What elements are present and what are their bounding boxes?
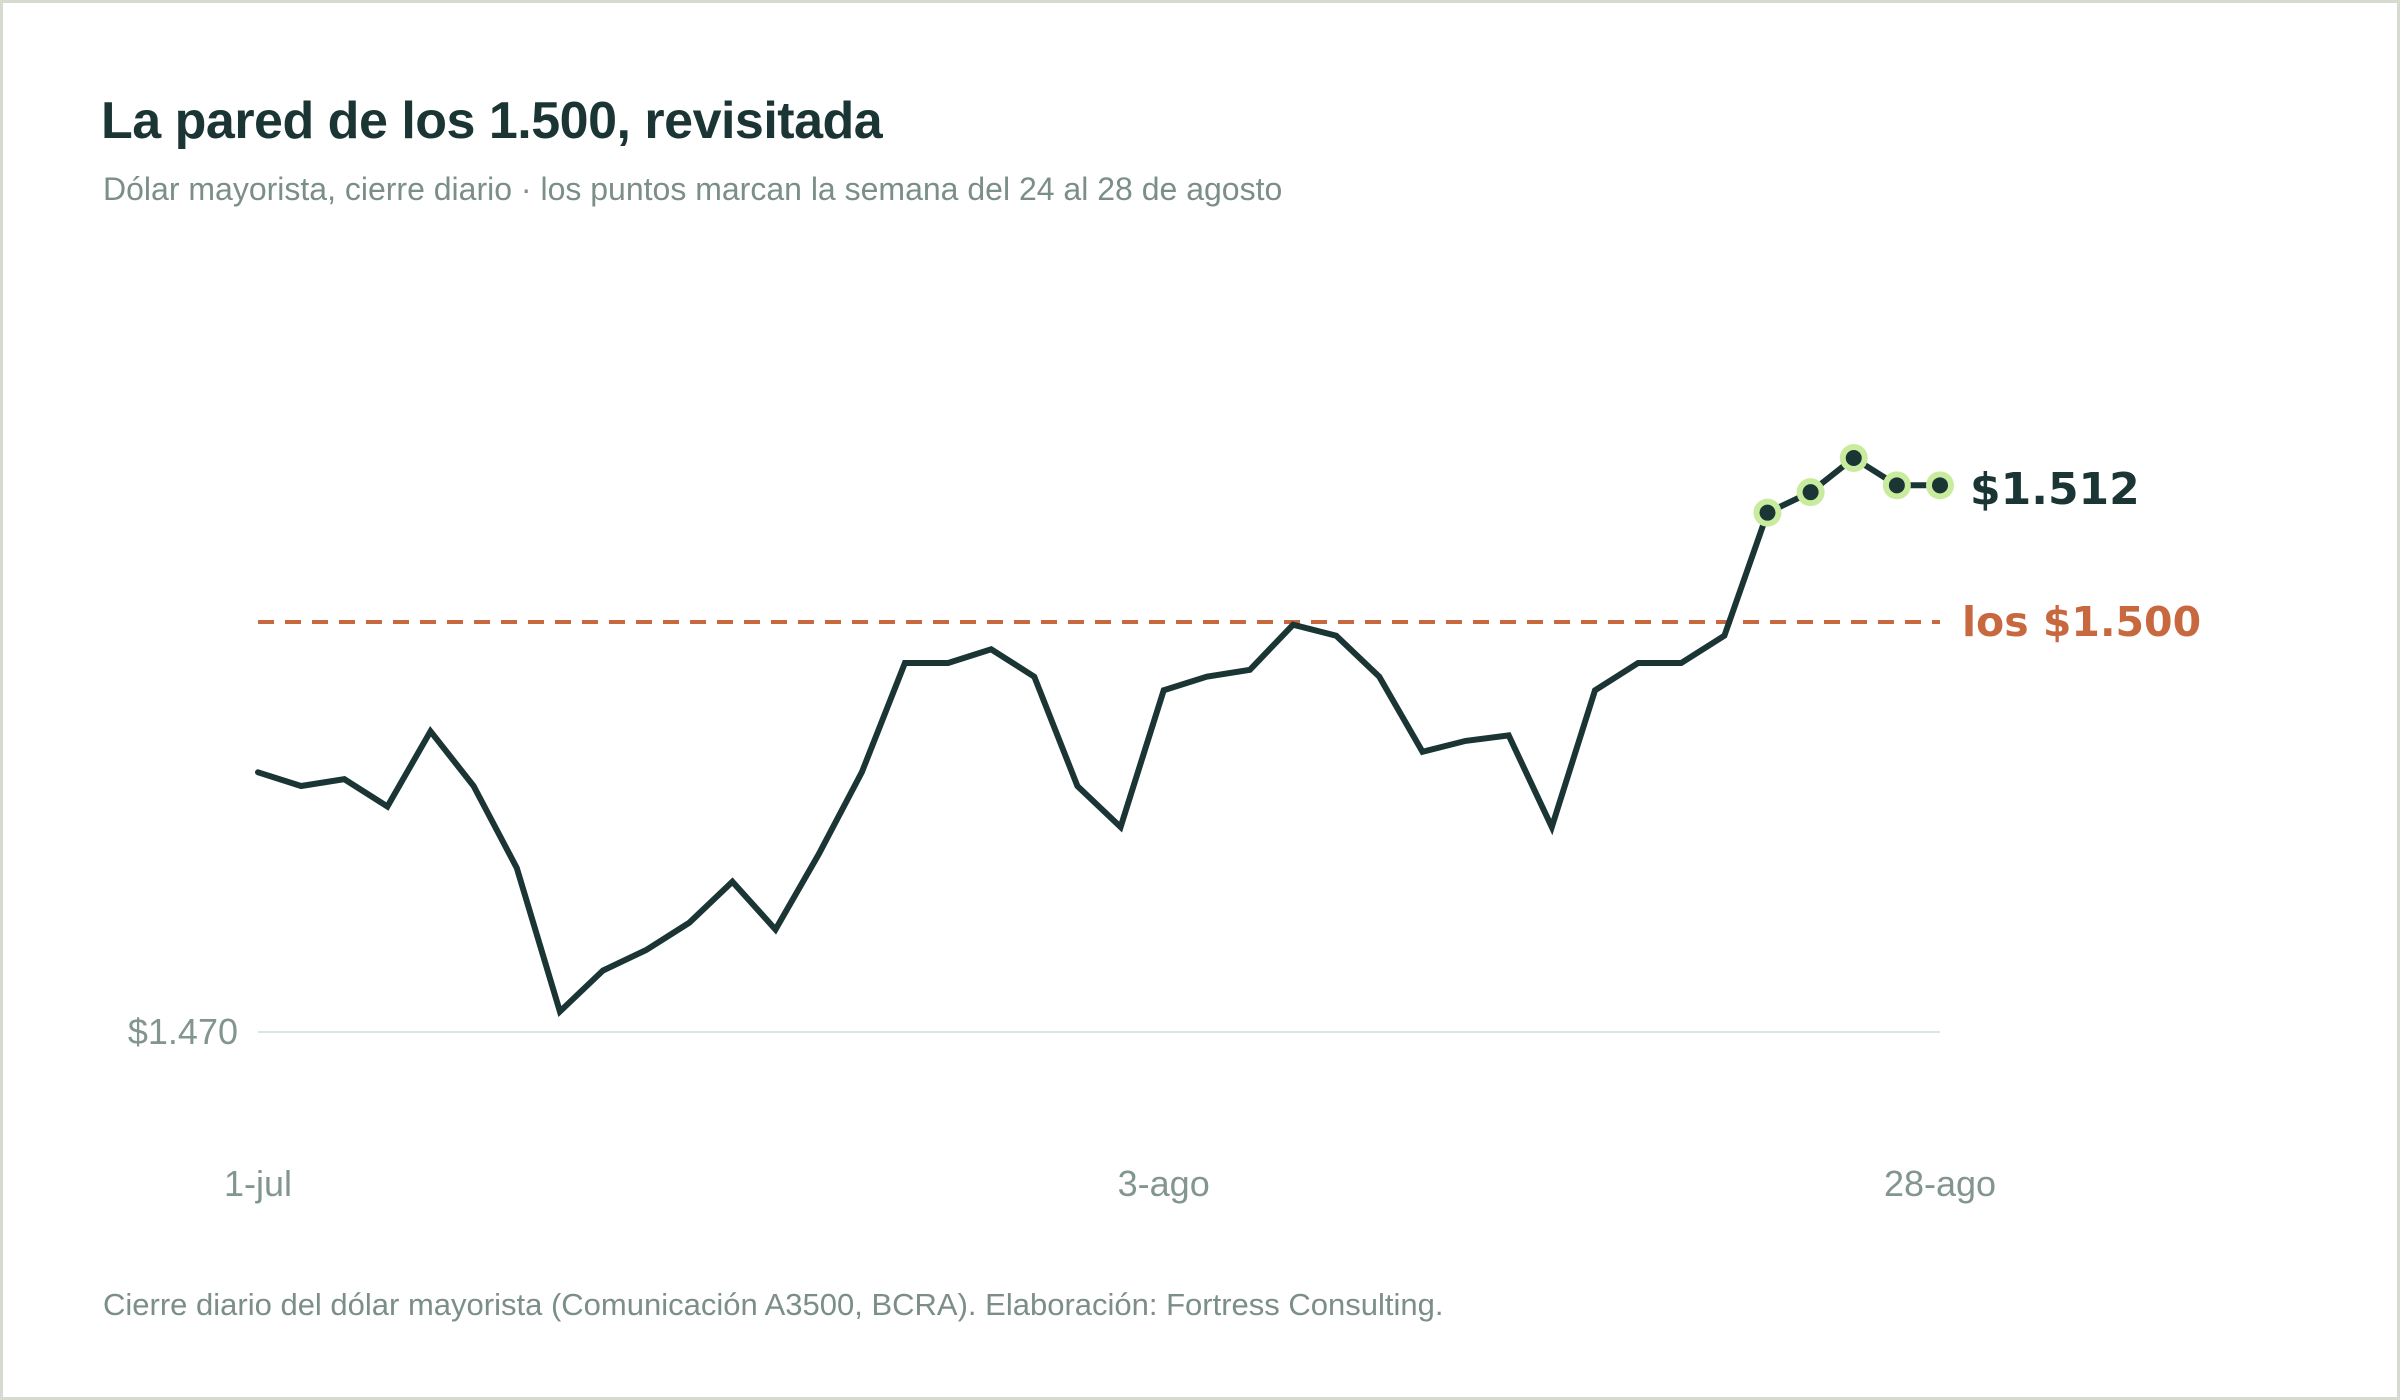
x-tick-label: 28-ago xyxy=(1884,1163,1996,1204)
end-value-label: $1.512 xyxy=(1970,464,2140,515)
chart-footnote: Cierre diario del dólar mayorista (Comun… xyxy=(103,1287,1444,1322)
highlight-point xyxy=(1932,477,1948,494)
reference-line-label: los $1.500 xyxy=(1962,598,2201,646)
x-tick-label: 1-jul xyxy=(224,1163,292,1204)
highlight-point xyxy=(1845,450,1862,466)
highlight-point xyxy=(1888,477,1905,494)
highlight-point xyxy=(1759,504,1776,521)
series-line xyxy=(255,454,1943,1018)
chart-title: La pared de los 1.500, revisitada xyxy=(101,92,883,150)
x-tick-label: 3-ago xyxy=(1118,1163,1210,1204)
chart-subtitle: Dólar mayorista, cierre diario · los pun… xyxy=(103,171,1283,207)
highlight-point xyxy=(1802,484,1819,501)
y-tick-label: $1.470 xyxy=(128,1011,238,1052)
